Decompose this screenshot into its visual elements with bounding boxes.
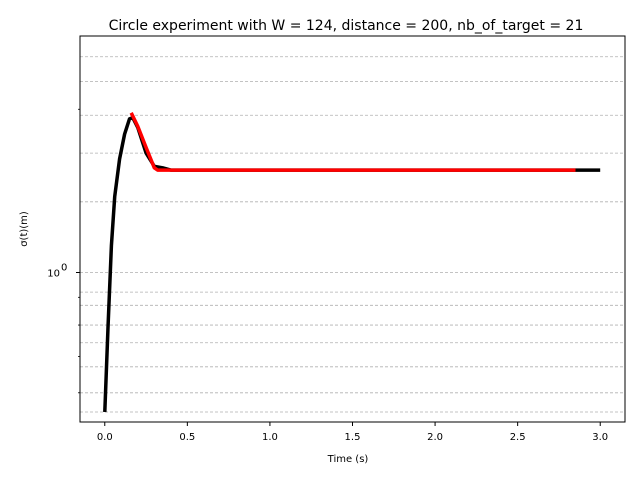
grid-layer [80,56,625,413]
plot-frame [79,35,626,423]
series-line-0 [103,115,601,413]
series-line-1 [129,112,576,172]
x-tick-label: 0.5 [179,432,195,443]
x-axis-label: Time (s) [327,454,369,465]
series-layer [103,112,601,413]
chart-title: Circle experiment with W = 124, distance… [109,18,584,34]
x-tick-label: 1.0 [262,432,278,443]
x-tick-label: 1.5 [345,432,361,443]
x-tick-label: 3.0 [592,432,608,443]
x-tick-label: 2.5 [510,432,526,443]
x-tick-label: 2.0 [427,432,443,443]
y-axis-label: σ(t)(m) [19,211,30,247]
x-tick-label: 0.0 [97,432,113,443]
y-tick-exponent: 0 [61,262,67,273]
y-tick-label: 10 [47,268,60,279]
